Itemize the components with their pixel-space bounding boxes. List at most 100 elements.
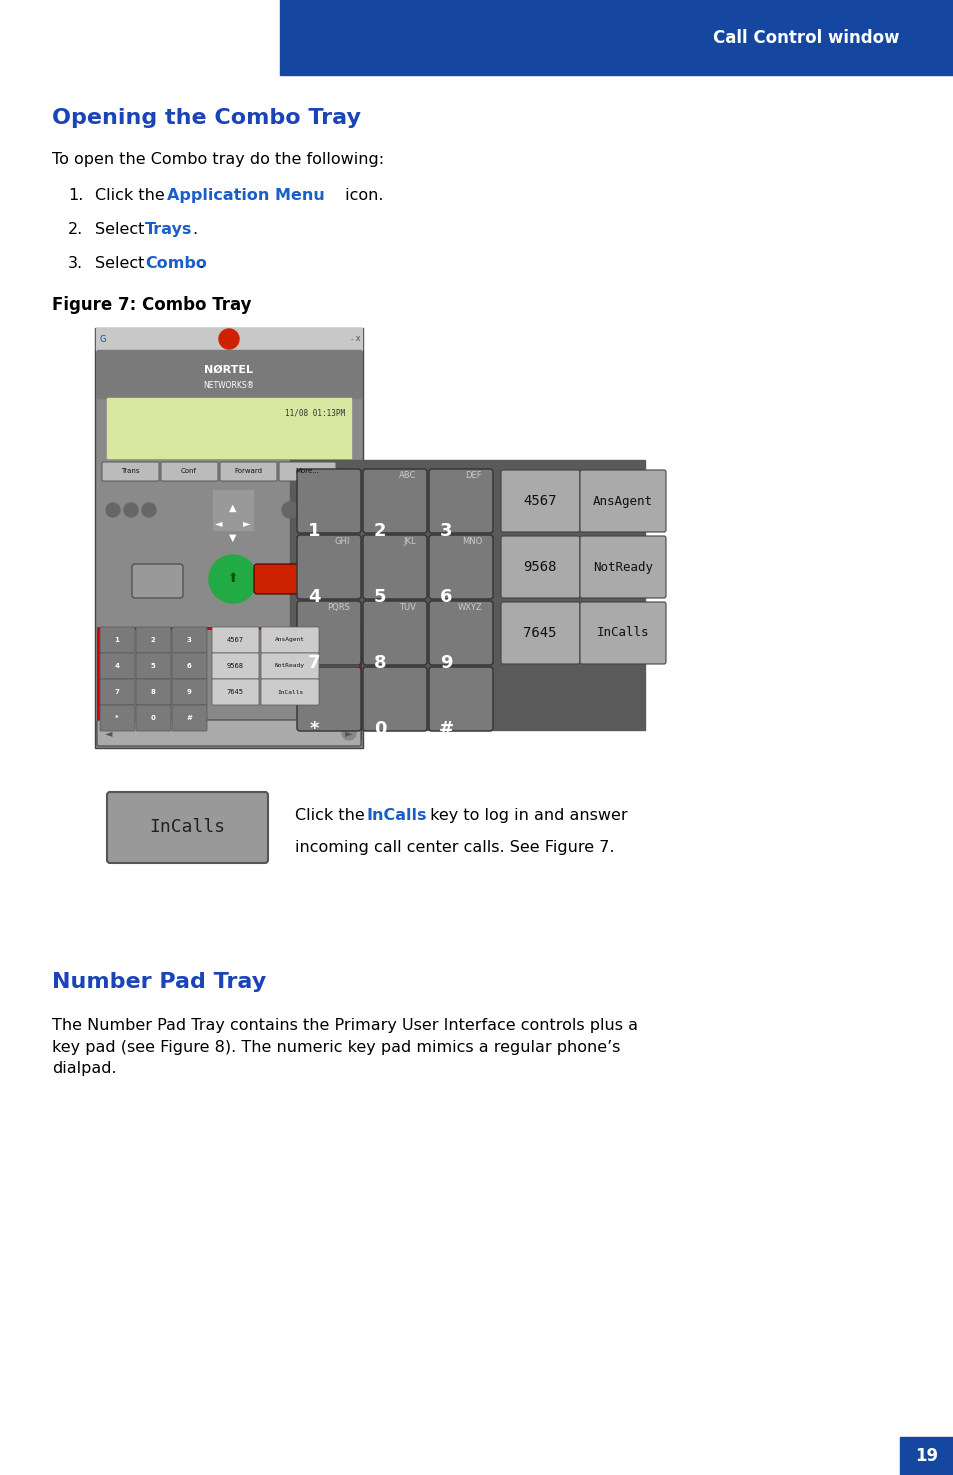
FancyBboxPatch shape [172,705,207,732]
Text: Application Menu: Application Menu [167,187,324,204]
Bar [280,0,953,75]
Text: 7645: 7645 [226,689,243,695]
FancyBboxPatch shape [136,705,171,732]
Text: JKL: JKL [403,537,416,546]
Text: ABC: ABC [398,471,416,479]
Text: 9: 9 [439,653,452,673]
Text: Call Control window: Call Control window [713,30,899,47]
Text: 7645: 7645 [522,625,557,640]
Text: 4: 4 [114,662,119,670]
FancyBboxPatch shape [212,678,258,705]
Text: GHI: GHI [335,537,350,546]
Text: 9568: 9568 [226,662,243,670]
Text: To open the Combo tray do the following:: To open the Combo tray do the following: [52,152,384,167]
Bar [95,327,363,748]
Text: 3.: 3. [68,257,83,271]
Text: Conf: Conf [181,468,196,473]
Text: 4567: 4567 [226,637,243,643]
Text: 0: 0 [151,715,155,721]
Text: InCalls: InCalls [149,819,225,836]
Text: - X: - X [351,336,360,342]
Text: incoming call center calls. See Figure 7.: incoming call center calls. See Figure 7… [294,839,614,856]
Text: Click the: Click the [95,187,170,204]
Bar [213,490,253,530]
Text: 7: 7 [308,653,320,673]
Text: ►: ► [345,729,353,738]
FancyBboxPatch shape [296,469,360,532]
FancyBboxPatch shape [132,563,183,597]
Bar [96,327,361,350]
Bar [290,460,644,730]
Circle shape [282,502,297,518]
Text: TUV: TUV [398,603,416,612]
Circle shape [322,502,337,518]
FancyBboxPatch shape [161,462,218,481]
FancyBboxPatch shape [500,471,579,532]
FancyBboxPatch shape [253,563,308,594]
FancyBboxPatch shape [278,462,335,481]
Text: Forward: Forward [233,468,262,473]
Bar [899,1437,953,1475]
Text: NETWORKS®: NETWORKS® [203,382,254,391]
Text: 5: 5 [151,662,155,670]
Text: Select: Select [95,257,150,271]
FancyBboxPatch shape [172,678,207,705]
Text: 19: 19 [915,1447,938,1465]
FancyBboxPatch shape [500,602,579,664]
Bar [98,628,359,738]
Text: key to log in and answer: key to log in and answer [424,808,627,823]
FancyBboxPatch shape [429,535,493,599]
Text: 4567: 4567 [522,494,557,507]
Text: G: G [100,335,106,344]
Text: PQRS: PQRS [327,603,350,612]
Text: NotReady: NotReady [274,664,305,668]
FancyBboxPatch shape [212,653,258,678]
Text: ►: ► [243,518,251,528]
FancyBboxPatch shape [107,792,268,863]
Text: 6: 6 [439,589,452,606]
Text: .: . [198,257,203,271]
FancyBboxPatch shape [97,720,360,746]
FancyBboxPatch shape [136,627,171,653]
FancyBboxPatch shape [220,462,276,481]
FancyBboxPatch shape [261,653,318,678]
Text: *: * [115,715,119,721]
Text: ◄: ◄ [215,518,222,528]
Text: DEF: DEF [465,471,481,479]
Text: AnsAgent: AnsAgent [274,637,305,643]
FancyBboxPatch shape [579,535,665,597]
Text: ▼: ▼ [229,532,236,543]
Text: 7: 7 [114,689,119,695]
Circle shape [302,502,317,518]
Text: InCalls: InCalls [597,627,649,640]
Text: InCalls: InCalls [367,808,427,823]
Text: ▲: ▲ [229,503,236,513]
Text: 4: 4 [308,589,320,606]
Text: Opening the Combo Tray: Opening the Combo Tray [52,108,360,128]
Text: 6: 6 [187,662,192,670]
Text: *: * [309,720,318,738]
FancyBboxPatch shape [363,469,427,532]
FancyBboxPatch shape [579,602,665,664]
FancyBboxPatch shape [136,678,171,705]
FancyBboxPatch shape [212,627,258,653]
Circle shape [106,503,120,518]
Text: 3: 3 [187,637,192,643]
Text: icon.: icon. [339,187,383,204]
FancyBboxPatch shape [363,667,427,732]
Text: 8: 8 [151,689,155,695]
FancyBboxPatch shape [172,627,207,653]
Circle shape [142,503,156,518]
FancyBboxPatch shape [100,705,135,732]
Text: 1: 1 [114,637,119,643]
Text: Trans: Trans [121,468,139,473]
Text: Trays: Trays [145,223,193,237]
Text: The Number Pad Tray contains the Primary User Interface controls plus a
key pad : The Number Pad Tray contains the Primary… [52,1018,638,1077]
Text: 11/08 01:13PM: 11/08 01:13PM [285,409,345,417]
Text: 5: 5 [374,589,386,606]
Text: #: # [186,715,192,721]
Circle shape [219,329,239,350]
Text: NotReady: NotReady [593,560,652,574]
FancyBboxPatch shape [296,667,360,732]
Circle shape [124,503,138,518]
